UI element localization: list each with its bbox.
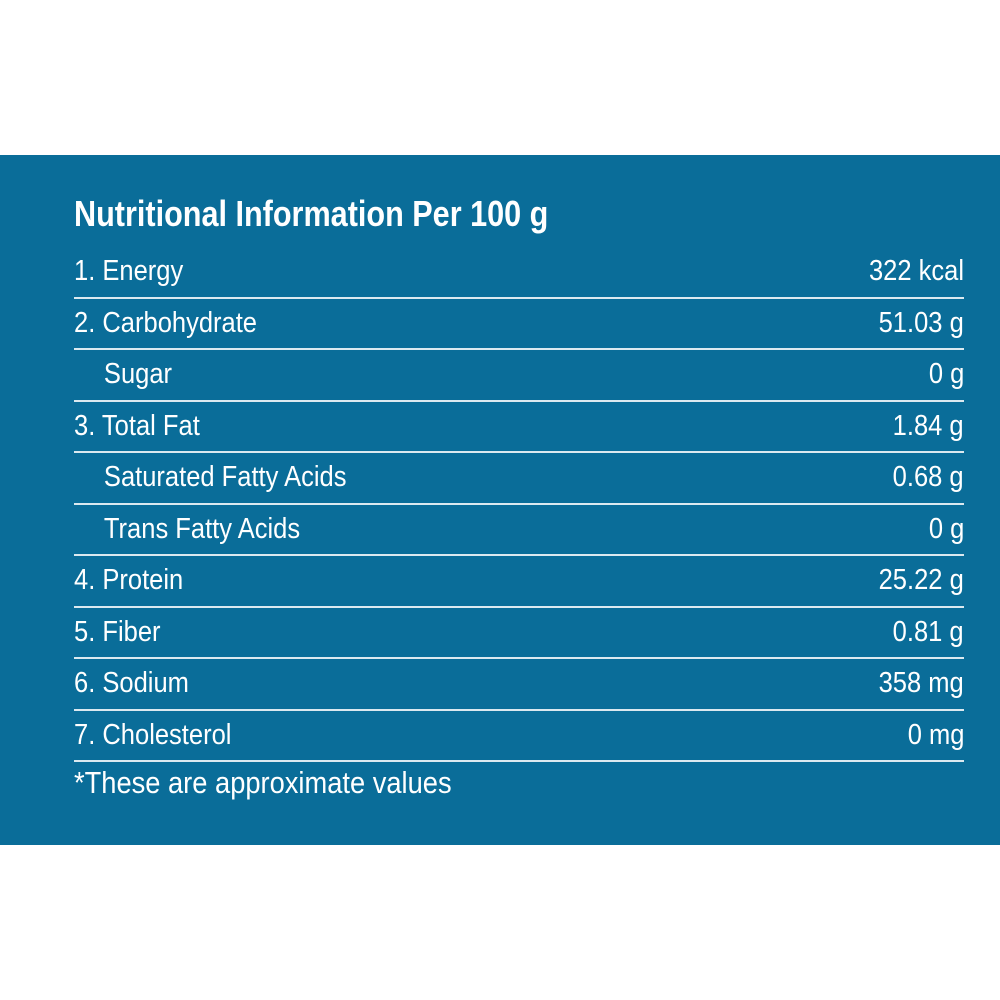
footnote: *These are approximate values <box>74 765 452 800</box>
nutrient-name: 7. Cholesterol <box>74 718 232 751</box>
table-row: Saturated Fatty Acids 0.68 g <box>74 453 964 505</box>
table-row: 6. Sodium 358 mg <box>74 659 964 711</box>
table-row: 2. Carbohydrate 51.03 g <box>74 299 964 350</box>
nutrient-value: 1.84 g <box>893 409 964 442</box>
nutrient-value: 0 mg <box>907 718 964 751</box>
nutrient-name: Trans Fatty Acids <box>103 512 301 545</box>
table-row: 3. Total Fat 1.84 g <box>74 402 964 453</box>
nutrient-value: 0 g <box>928 358 964 391</box>
table-row: Trans Fatty Acids 0 g <box>74 505 964 556</box>
nutrient-value: 322 kcal <box>868 255 964 288</box>
table-row: 7. Cholesterol 0 mg <box>74 711 964 762</box>
nutrient-name: 4. Protein <box>74 564 184 597</box>
nutrition-table: 1. Energy 322 kcal 2. Carbohydrate 51.03 g S… <box>74 247 964 762</box>
nutrient-name: Saturated Fatty Acids <box>103 461 347 494</box>
nutrient-name: 3. Total Fat <box>74 409 200 442</box>
nutrient-name: 6. Sodium <box>74 667 189 700</box>
nutrient-name: 5. Fiber <box>74 615 161 648</box>
nutrient-value: 358 mg <box>878 667 964 700</box>
nutrient-value: 0 g <box>928 512 964 545</box>
nutrient-name: 2. Carbohydrate <box>74 306 258 339</box>
table-row: 1. Energy 322 kcal <box>74 247 964 299</box>
nutrient-value: 0.68 g <box>893 461 964 494</box>
table-row: 4. Protein 25.22 g <box>74 556 964 608</box>
nutrition-panel: Nutritional Information Per 100 g 1. Ene… <box>0 155 1000 845</box>
nutrient-name: Sugar <box>103 358 173 391</box>
nutrient-name: 1. Energy <box>74 255 184 288</box>
nutrient-value: 25.22 g <box>878 564 964 597</box>
nutrient-value: 51.03 g <box>878 306 964 339</box>
title: Nutritional Information Per 100 g <box>74 193 549 234</box>
table-row: 5. Fiber 0.81 g <box>74 608 964 659</box>
nutrient-value: 0.81 g <box>893 615 964 648</box>
table-row: Sugar 0 g <box>74 350 964 402</box>
